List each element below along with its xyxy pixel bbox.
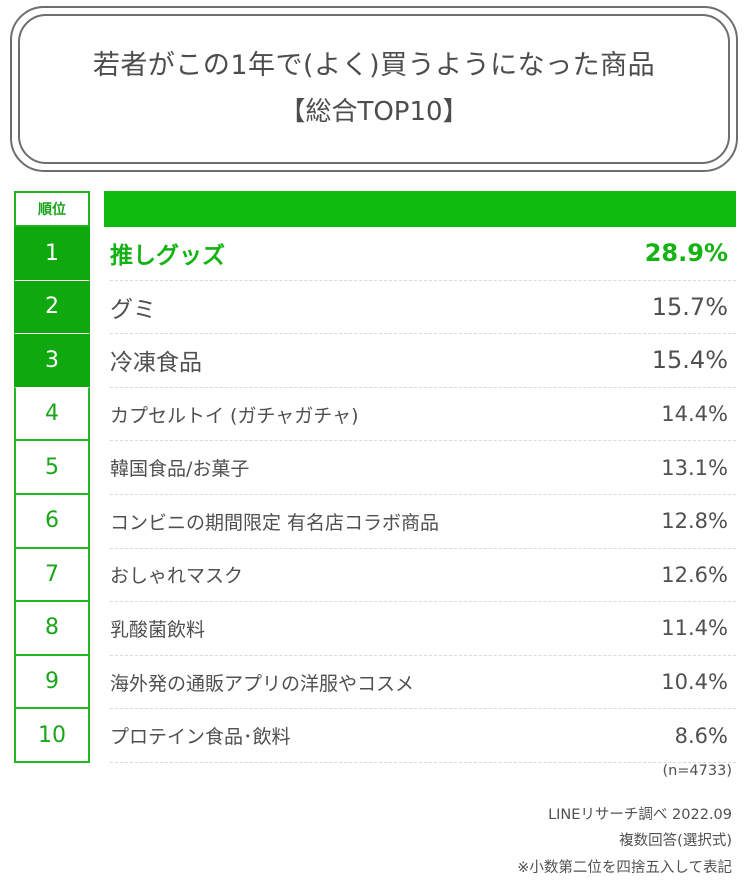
item-percentage: 15.4%	[651, 346, 728, 375]
item-name: 冷凍食品	[110, 350, 202, 377]
item-percentage: 11.4%	[661, 616, 728, 641]
item-percentage: 12.6%	[661, 562, 728, 587]
table-row: 1 推しグッズ 28.9%	[14, 227, 736, 281]
rounding-note: ※小数第二位を四捨五入して表記	[517, 860, 732, 876]
item-percentage: 8.6%	[674, 723, 728, 748]
ranking-table: 順位 1 推しグッズ 28.9% 2 グミ 15.7% 3 冷凍食品 15.4% 4 カプセルトイ …	[14, 191, 736, 763]
table-row: 10 プロテイン食品･飲料 8.6%	[14, 709, 736, 763]
rank-cell: 6	[14, 494, 90, 549]
table-row: 6 コンビニの期間限定 有名店コラボ商品 12.8%	[14, 494, 736, 549]
item-cell: 海外発の通販アプリの洋服やコスメ 10.4%	[110, 656, 736, 710]
table-header: 順位	[14, 191, 736, 227]
table-row: 7 おしゃれマスク 12.6%	[14, 548, 736, 603]
table-row: 5 韓国食品/お菓子 13.1%	[14, 441, 736, 495]
source-note: LINEリサーチ調べ 2022.09	[548, 807, 732, 823]
chart-subtitle: 【総合TOP10】	[279, 96, 469, 127]
item-percentage: 14.4%	[661, 402, 728, 427]
item-percentage: 10.4%	[661, 670, 728, 695]
table-row: 9 海外発の通販アプリの洋服やコスメ 10.4%	[14, 655, 736, 710]
table-row: 3 冷凍食品 15.4%	[14, 334, 736, 388]
item-percentage: 13.1%	[661, 455, 728, 480]
item-name: プロテイン食品･飲料	[110, 726, 291, 749]
item-cell: 乳酸菌飲料 11.4%	[110, 602, 736, 656]
item-cell: コンビニの期間限定 有名店コラボ商品 12.8%	[110, 495, 736, 549]
item-name: おしゃれマスク	[110, 565, 244, 588]
title-box: 若者がこの1年で(よく)買うようになった商品 【総合TOP10】	[10, 6, 738, 172]
rank-cell: 7	[14, 548, 90, 603]
rank-cell: 8	[14, 602, 90, 656]
rank-column-header: 順位	[14, 191, 90, 227]
item-percentage: 12.8%	[661, 509, 728, 534]
item-name: グミ	[110, 296, 156, 323]
rank-cell: 9	[14, 655, 90, 710]
rank-cell: 2	[14, 280, 90, 335]
item-cell: カプセルトイ (ガチャガチャ) 14.4%	[110, 388, 736, 442]
table-row: 8 乳酸菌飲料 11.4%	[14, 602, 736, 656]
item-cell: 韓国食品/お菓子 13.1%	[110, 441, 736, 495]
item-cell: グミ 15.7%	[110, 281, 736, 335]
item-name: 韓国食品/お菓子	[110, 458, 250, 481]
rank-cell: 3	[14, 334, 90, 388]
table-rows: 1 推しグッズ 28.9% 2 グミ 15.7% 3 冷凍食品 15.4% 4 カプセルトイ (ガチ…	[14, 227, 736, 763]
rank-cell: 10	[14, 709, 90, 763]
item-cell: おしゃれマスク 12.6%	[110, 549, 736, 603]
header-green-bar	[104, 191, 736, 227]
item-name: 乳酸菌飲料	[110, 618, 206, 641]
item-percentage: 28.9%	[644, 239, 728, 268]
item-percentage: 15.7%	[651, 292, 728, 321]
chart-title: 若者がこの1年で(よく)買うようになった商品	[92, 50, 656, 82]
item-name: 推しグッズ	[110, 243, 225, 270]
item-cell: 推しグッズ 28.9%	[110, 227, 736, 281]
item-name: コンビニの期間限定 有名店コラボ商品	[110, 511, 440, 534]
rank-cell: 5	[14, 441, 90, 495]
rank-cell: 4	[14, 387, 90, 442]
sample-size-note: (n=4733)	[662, 763, 732, 779]
method-note: 複数回答(選択式)	[619, 833, 732, 849]
title-box-inner: 若者がこの1年で(よく)買うようになった商品 【総合TOP10】	[18, 14, 730, 164]
item-name: 海外発の通販アプリの洋服やコスメ	[110, 672, 415, 695]
table-row: 2 グミ 15.7%	[14, 280, 736, 335]
item-name: カプセルトイ (ガチャガチャ)	[110, 404, 359, 427]
item-cell: プロテイン食品･飲料 8.6%	[110, 709, 736, 763]
table-row: 4 カプセルトイ (ガチャガチャ) 14.4%	[14, 387, 736, 442]
item-cell: 冷凍食品 15.4%	[110, 334, 736, 388]
rank-cell: 1	[14, 227, 90, 281]
